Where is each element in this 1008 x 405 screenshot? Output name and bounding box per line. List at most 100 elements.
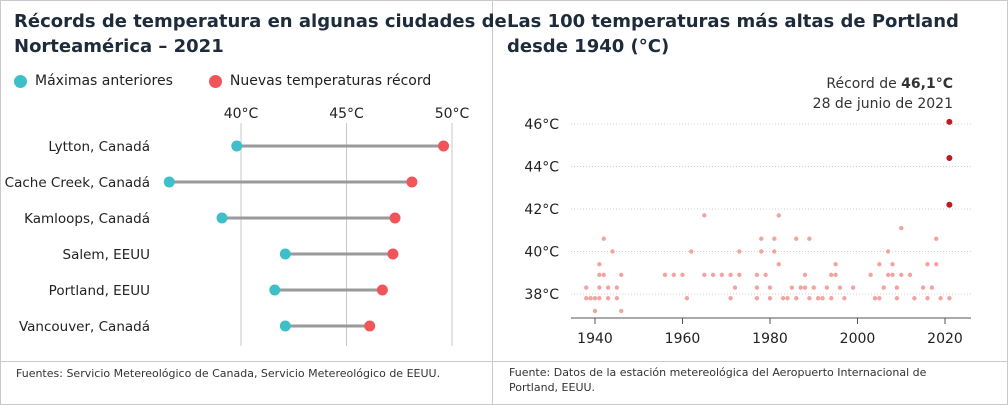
temperature-point (811, 285, 816, 290)
x-tick-label: 1980 (752, 331, 788, 347)
category-label: Salem, EEUU (63, 247, 150, 263)
temperature-point (850, 285, 856, 290)
temperature-point (767, 285, 773, 290)
temperature-point (592, 296, 598, 301)
temperature-point (592, 308, 598, 314)
previous-max-point (279, 248, 291, 260)
temperature-point (759, 249, 764, 254)
temperature-point (597, 296, 602, 301)
temperature-point (737, 249, 742, 254)
record-temperature-point (946, 155, 953, 161)
temperature-point (584, 285, 589, 290)
temperature-point (684, 296, 690, 301)
previous-max-point (269, 284, 281, 296)
y-tick-label: 46°C (524, 117, 559, 133)
legend-item-new: Nuevas temperaturas récord (208, 73, 432, 89)
temperature-point (776, 213, 781, 218)
temperature-point (794, 296, 799, 301)
temperature-point (785, 296, 790, 301)
record-temperature-point (946, 118, 953, 125)
legend-swatch-new (208, 74, 222, 88)
x-tick-label: 45°C (329, 106, 364, 122)
temperature-point (833, 272, 838, 278)
temperature-point (601, 236, 606, 241)
x-tick-label: 2000 (840, 331, 876, 347)
temperature-point (614, 285, 620, 290)
temperature-point (737, 272, 742, 278)
left-chart-title: Récords de temperatura en algunas ciudad… (14, 11, 507, 57)
legend-item-previous: Máximas anteriores (14, 73, 173, 89)
previous-max-point (163, 176, 175, 188)
temperature-point (610, 249, 615, 254)
temperature-point (890, 272, 895, 278)
temperature-point (929, 285, 935, 290)
temperature-point (584, 296, 589, 301)
new-record-point (389, 212, 401, 224)
legend-label-new: Nuevas temperaturas récord (229, 73, 432, 89)
y-tick-label: 44°C (524, 160, 559, 176)
previous-max-point (216, 212, 228, 224)
temperature-point (802, 272, 808, 278)
temperature-point (794, 236, 799, 241)
temperature-point (872, 296, 878, 301)
temperature-point (885, 249, 891, 254)
panel-divider (492, 0, 493, 405)
y-tick-label: 38°C (524, 287, 559, 303)
temperature-point (754, 296, 760, 301)
temperature-point (728, 272, 733, 278)
temperature-point (877, 262, 882, 267)
temperature-point (754, 285, 760, 290)
annotation-date: 28 de junio de 2021 (812, 96, 953, 112)
x-tick-label: 1940 (577, 331, 613, 347)
temperature-point (807, 236, 812, 241)
new-record-point (376, 284, 388, 296)
record-annotation: Récord de 46,1°C 28 de junio de 2021 (813, 74, 953, 114)
right-chart-title: Las 100 temperaturas más altas de Portla… (507, 11, 959, 57)
temperature-point (829, 272, 834, 278)
temperature-point (763, 272, 768, 278)
temperature-point (732, 285, 738, 290)
record-temperature-point (946, 201, 953, 208)
temperature-point (619, 308, 624, 314)
temperature-point (807, 296, 812, 301)
legend-swatch-previous (14, 74, 27, 88)
previous-max-point (279, 320, 291, 332)
temperature-point (877, 296, 882, 301)
temperature-point (885, 272, 891, 278)
new-record-point (364, 320, 376, 332)
temperature-point (890, 262, 895, 267)
previous-max-point (231, 140, 243, 152)
new-record-point (438, 140, 450, 152)
temperature-point (925, 296, 930, 301)
temperature-point (772, 236, 777, 241)
category-label: Vancouver, Canadá (19, 319, 150, 335)
x-tick-label: 1960 (665, 331, 701, 347)
x-tick-label: 50°C (435, 106, 470, 122)
temperature-point (680, 272, 685, 278)
temperature-point (702, 213, 707, 218)
temperature-point (934, 262, 939, 267)
temperature-point (894, 296, 900, 301)
temperature-point (815, 296, 821, 301)
temperature-point (597, 285, 602, 290)
x-tick-label: 2020 (927, 331, 963, 347)
temperature-point (780, 296, 786, 301)
temperature-point (605, 296, 611, 301)
temperature-point (920, 285, 926, 290)
temperature-point (938, 296, 943, 301)
temperature-point (820, 296, 825, 301)
temperature-point (702, 272, 707, 278)
temperature-point (772, 249, 777, 254)
temperature-point (776, 262, 781, 267)
temperature-point (899, 272, 904, 278)
left-footer-rule (0, 361, 492, 362)
x-tick-label: 40°C (224, 106, 259, 122)
temperature-point (912, 296, 917, 301)
temperature-point (802, 285, 808, 290)
temperature-point (837, 285, 843, 290)
temperature-point (789, 285, 795, 290)
temperature-point (798, 285, 803, 290)
temperature-point (868, 272, 873, 278)
temperature-point (605, 285, 611, 290)
y-tick-label: 40°C (524, 245, 559, 261)
